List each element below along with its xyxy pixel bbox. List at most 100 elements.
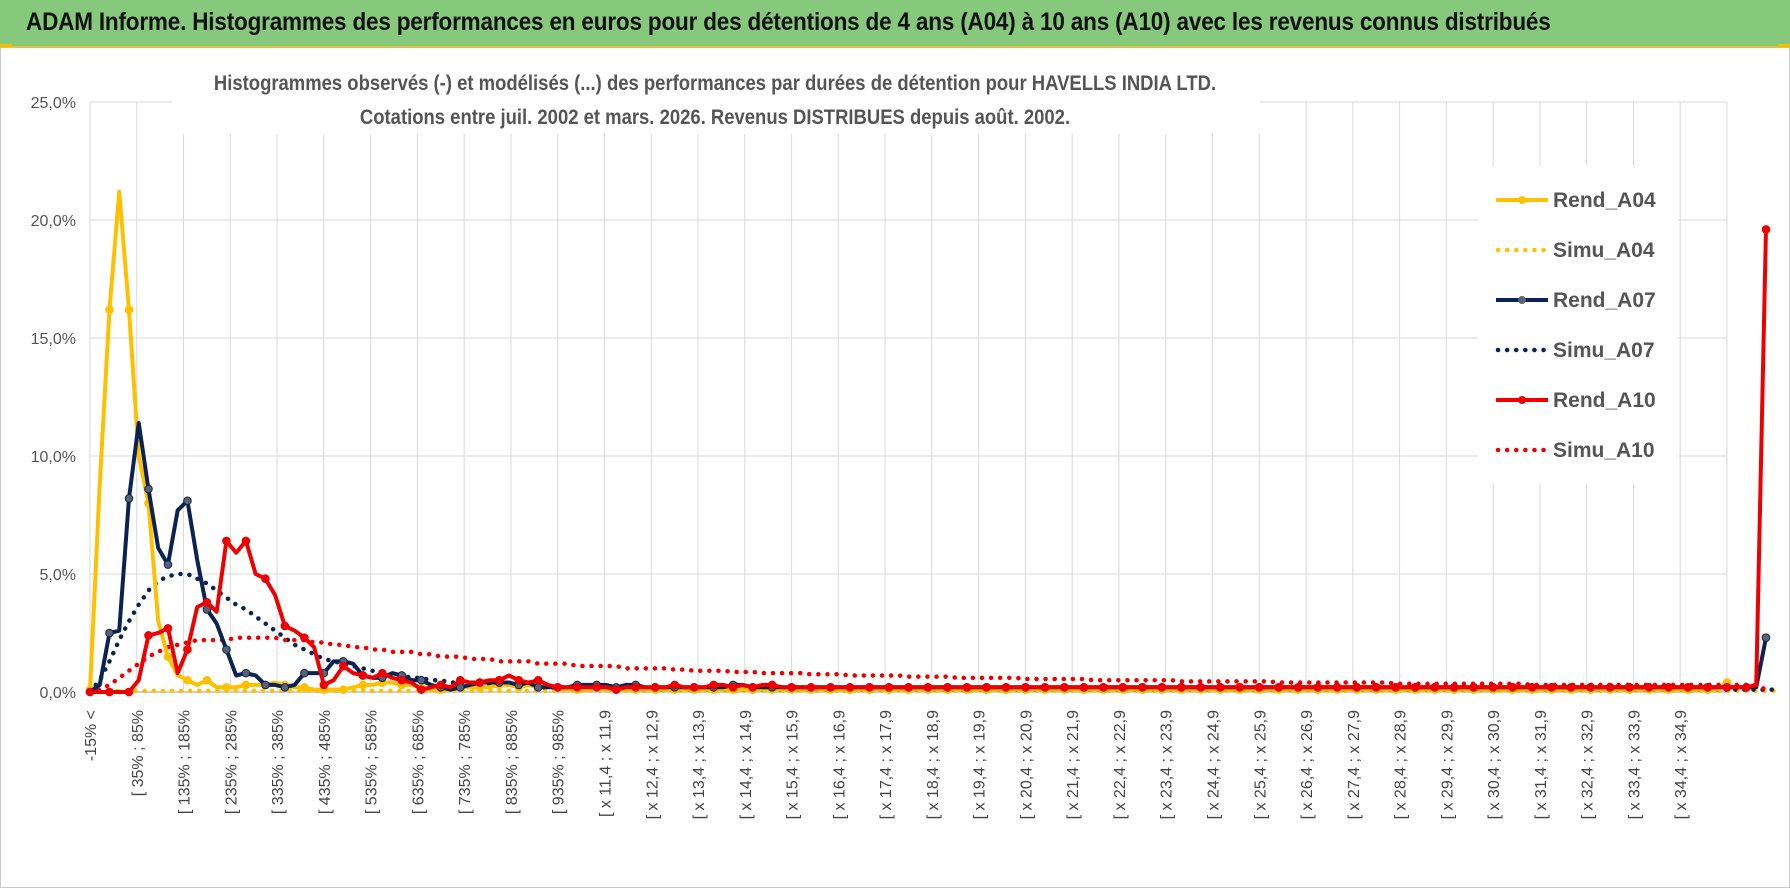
data-point bbox=[787, 682, 796, 692]
data-point bbox=[1196, 682, 1206, 692]
series-line bbox=[87, 571, 1778, 695]
x-tick-label: [ x 16,4 ; x 16,9 bbox=[831, 710, 848, 820]
data-point bbox=[572, 682, 582, 692]
legend-label: Simu_A10 bbox=[1553, 439, 1655, 462]
data-point bbox=[553, 682, 563, 692]
x-tick-label: [ 935% ; 985% bbox=[551, 710, 568, 814]
data-point bbox=[592, 682, 601, 692]
chart-grid bbox=[89, 101, 1728, 693]
data-point bbox=[339, 685, 348, 694]
x-tick-label: [ 735% ; 785% bbox=[457, 710, 474, 814]
data-point bbox=[1761, 633, 1771, 643]
data-point bbox=[222, 536, 231, 546]
data-point bbox=[105, 305, 114, 314]
data-point bbox=[416, 685, 426, 694]
legend-item-simu-a07: Simu_A07 bbox=[1495, 339, 1655, 362]
data-point bbox=[1410, 682, 1420, 692]
data-point bbox=[475, 678, 485, 687]
page-title: ADAM Informe. Histogrammes des performan… bbox=[26, 8, 1551, 36]
data-point bbox=[261, 680, 270, 690]
data-point bbox=[1118, 682, 1128, 692]
data-point bbox=[806, 682, 816, 692]
data-point bbox=[1332, 682, 1342, 692]
data-point bbox=[748, 682, 757, 692]
data-point bbox=[416, 675, 426, 685]
legend-swatch-marker bbox=[1518, 296, 1526, 304]
data-point bbox=[1449, 682, 1459, 692]
data-point bbox=[1761, 225, 1771, 234]
series-simu-a07 bbox=[87, 571, 1778, 695]
data-point bbox=[1605, 682, 1615, 692]
data-point bbox=[241, 536, 251, 546]
legend-label: Rend_A07 bbox=[1553, 289, 1656, 312]
data-point bbox=[280, 621, 290, 631]
data-point bbox=[222, 682, 231, 692]
header-corner-right bbox=[1778, 44, 1790, 47]
series-layer bbox=[85, 189, 1778, 697]
data-point bbox=[1664, 682, 1673, 692]
data-point bbox=[1138, 682, 1147, 692]
chart-title-layer: Histogrammes observés (-) et modélisés (… bbox=[172, 66, 1260, 134]
x-tick-label: [ x 32,4 ; x 32,9 bbox=[1580, 710, 1597, 820]
data-point bbox=[650, 682, 660, 692]
data-point bbox=[105, 687, 114, 697]
x-tick-label: [ x 33,4 ; x 33,9 bbox=[1626, 710, 1643, 820]
data-point bbox=[144, 484, 153, 494]
data-point bbox=[339, 661, 348, 671]
x-tick-label: [ 635% ; 685% bbox=[410, 710, 427, 814]
data-point bbox=[1216, 682, 1225, 692]
data-point bbox=[845, 682, 855, 692]
data-point bbox=[1527, 682, 1537, 692]
data-point bbox=[300, 633, 309, 643]
data-point bbox=[631, 682, 640, 692]
data-point bbox=[455, 682, 465, 692]
data-point bbox=[767, 680, 777, 690]
data-point bbox=[124, 305, 134, 314]
data-point bbox=[923, 682, 933, 692]
x-tick-label: [ x 20,4 ; x 20,9 bbox=[1018, 710, 1035, 820]
data-point bbox=[1644, 682, 1654, 692]
series-simu-a10 bbox=[87, 635, 1769, 695]
legend-swatch-marker bbox=[1518, 396, 1526, 404]
y-tick-label: 5,0% bbox=[40, 567, 76, 584]
y-axis-ticks: 0,0% 5,0% 10,0% 15,0% 20,0% 25,0% bbox=[31, 95, 76, 702]
data-point bbox=[163, 560, 173, 569]
x-tick-label: [ x 24,4 ; x 24,9 bbox=[1206, 710, 1223, 820]
data-point bbox=[1742, 682, 1751, 692]
data-point bbox=[1313, 682, 1323, 692]
x-tick-label: [ 835% ; 885% bbox=[504, 710, 521, 814]
data-point bbox=[280, 682, 290, 692]
chart-title-line-1: Histogrammes observés (-) et modélisés (… bbox=[214, 72, 1216, 95]
x-axis-ticks: -15% < [ 35% ; 85% [ 135% ; 185% [ 235% ; 2… bbox=[83, 710, 1690, 820]
data-point bbox=[611, 685, 621, 694]
data-point bbox=[514, 675, 524, 685]
data-point bbox=[436, 680, 446, 690]
data-point bbox=[1703, 682, 1712, 692]
chart-title-background bbox=[172, 66, 1260, 134]
data-point bbox=[962, 682, 972, 692]
data-point bbox=[124, 494, 134, 503]
data-point bbox=[124, 687, 134, 697]
x-tick-label: [ x 12,4 ; x 12,9 bbox=[644, 710, 661, 820]
data-point bbox=[202, 675, 212, 685]
data-point bbox=[1371, 682, 1381, 692]
header-bar: ADAM Informe. Histogrammes des performan… bbox=[0, 0, 1790, 48]
legend-background bbox=[1478, 166, 1678, 484]
data-point bbox=[1547, 682, 1556, 692]
data-point bbox=[982, 682, 991, 692]
data-point bbox=[1430, 682, 1439, 692]
data-point bbox=[1566, 682, 1576, 692]
data-point bbox=[397, 675, 407, 685]
data-point bbox=[1352, 682, 1362, 692]
data-point bbox=[163, 652, 173, 661]
data-point bbox=[1274, 682, 1284, 692]
data-point bbox=[826, 682, 835, 692]
data-point bbox=[222, 645, 231, 654]
data-point bbox=[261, 574, 270, 584]
data-point bbox=[1235, 682, 1245, 692]
data-point bbox=[670, 680, 679, 690]
legend-item-rend-a07: Rend_A07 bbox=[1496, 289, 1656, 312]
x-tick-label: [ x 28,4 ; x 28,9 bbox=[1393, 710, 1410, 820]
chart-legend: Rend_A04 Simu_A04 Rend_A07 Simu_A07 Rend_A10… bbox=[1478, 166, 1678, 484]
data-point bbox=[1177, 682, 1186, 692]
